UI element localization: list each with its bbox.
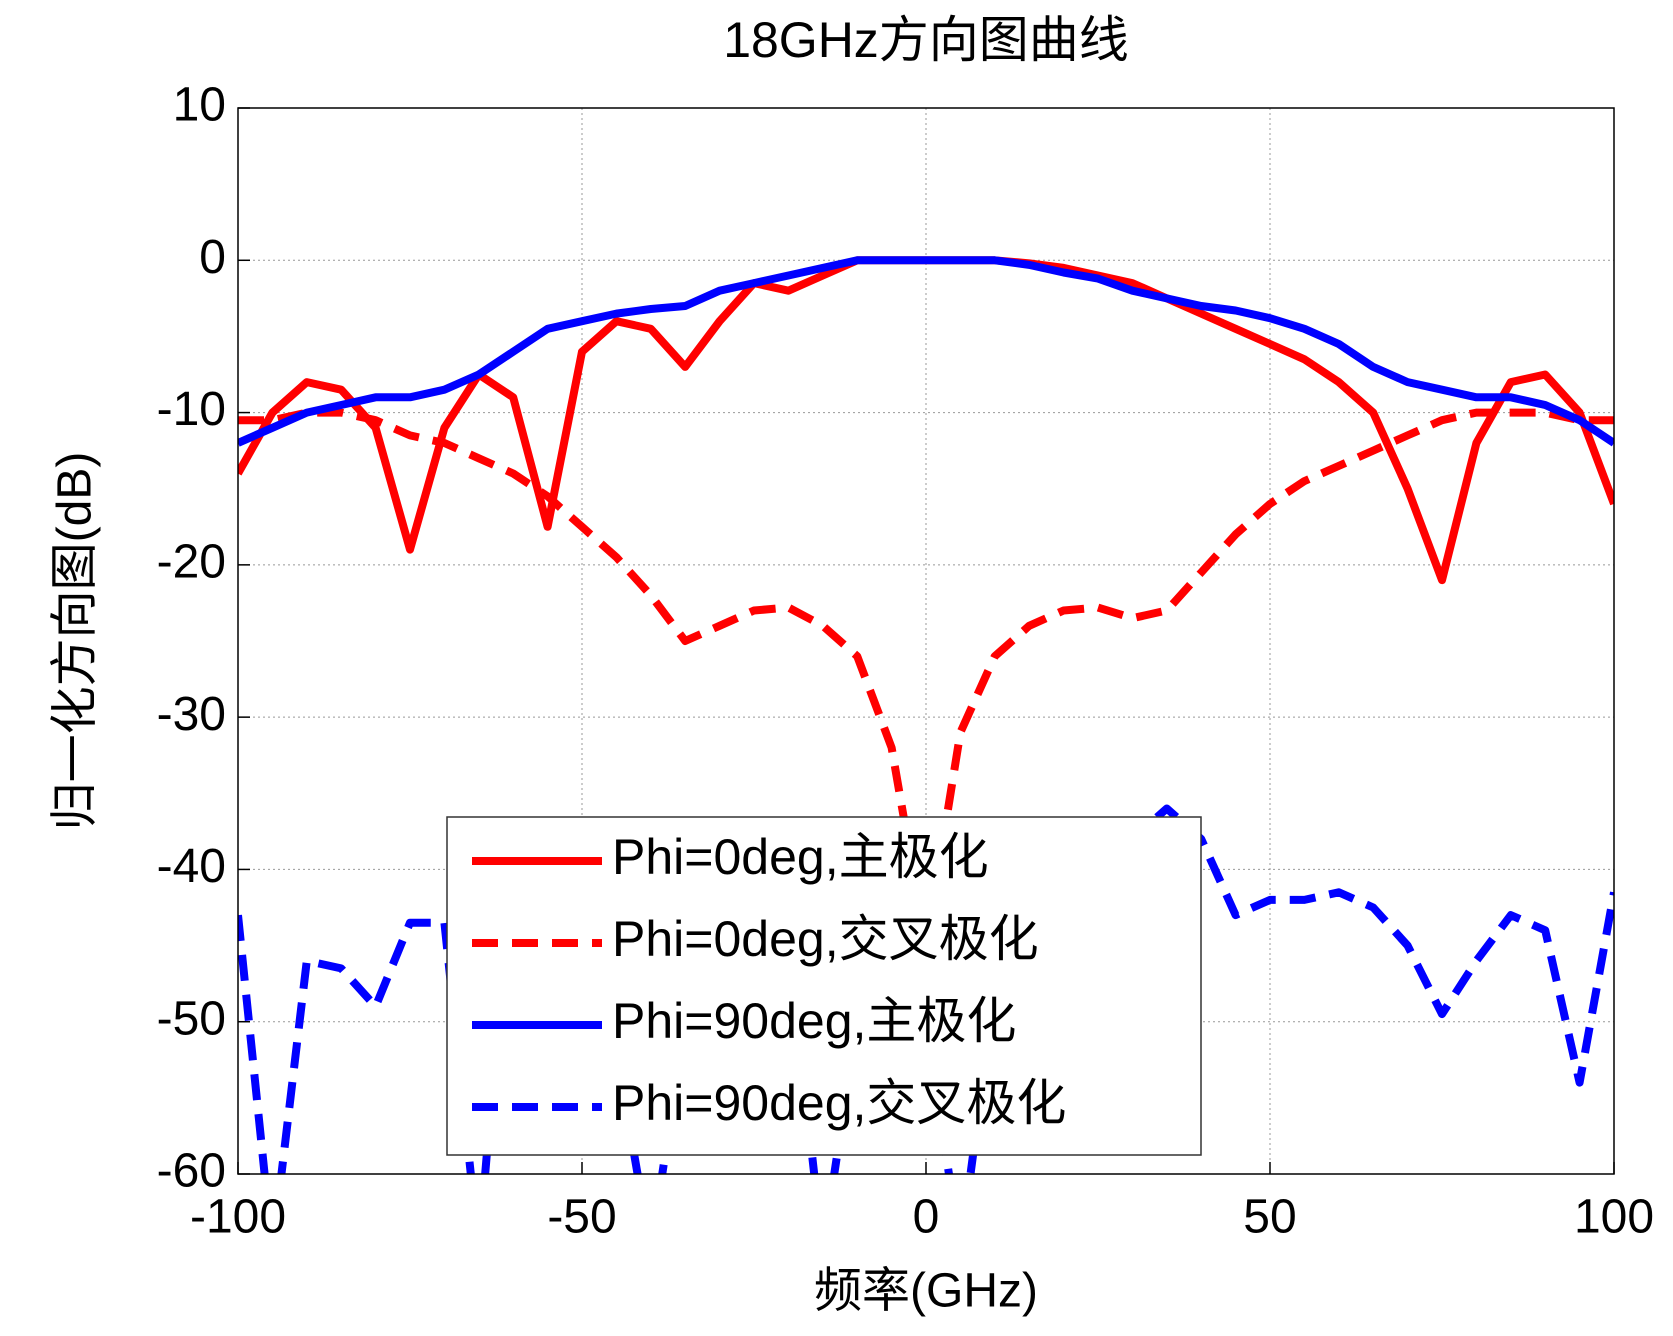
x-tick-label: 0 xyxy=(913,1191,940,1244)
y-tick-label: -30 xyxy=(157,688,226,741)
series-line xyxy=(238,256,1614,447)
legend-box xyxy=(446,816,1202,1156)
x-tick-label: -100 xyxy=(190,1191,286,1244)
y-tick-label: -10 xyxy=(157,383,226,436)
x-axis-label: 频率(GHz) xyxy=(814,1265,1038,1318)
chart-title: 18GHz方向图曲线 xyxy=(723,12,1129,68)
legend-label: Phi=90deg,主极化 xyxy=(612,993,1016,1049)
y-tick-label: -60 xyxy=(157,1145,226,1198)
plot-frame xyxy=(237,107,1615,1175)
y-tick-label: -40 xyxy=(157,840,226,893)
x-tick-label: 100 xyxy=(1574,1191,1654,1244)
legend-label: Phi=90deg,交叉极化 xyxy=(612,1075,1066,1131)
y-tick-label: 0 xyxy=(199,231,226,284)
y-tick-label: -20 xyxy=(157,536,226,589)
y-tick-label: 10 xyxy=(173,79,226,132)
x-tick-label: 50 xyxy=(1243,1191,1296,1244)
y-tick-label: -50 xyxy=(157,992,226,1045)
y-axis-label: 归一化方向图(dB) xyxy=(49,452,102,831)
x-tick-label: -50 xyxy=(547,1191,616,1244)
legend-label: Phi=0deg,主极化 xyxy=(612,829,989,885)
legend-label: Phi=0deg,交叉极化 xyxy=(612,911,1039,967)
legend: Phi=0deg,主极化 Phi=0deg,交叉极化 Phi=90deg,主极化 Ph… xyxy=(446,816,1202,1156)
